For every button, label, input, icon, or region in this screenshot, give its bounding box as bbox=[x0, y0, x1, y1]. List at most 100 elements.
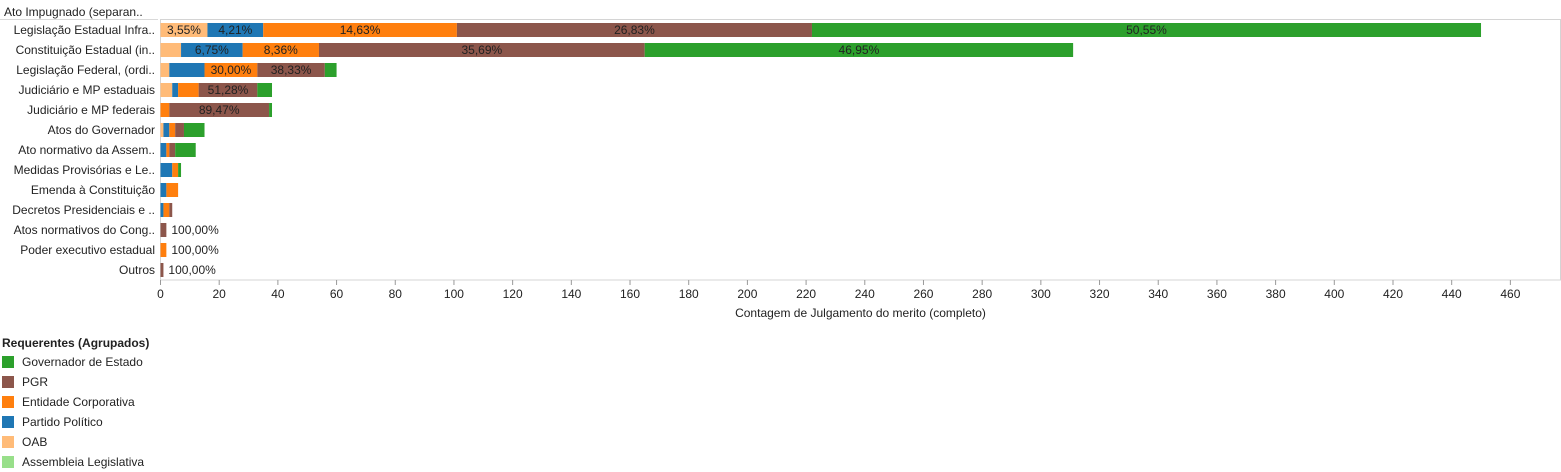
bar-segment-partido-politico-row-4 bbox=[172, 83, 179, 97]
bar-segment-entidade-corporativa-row-4 bbox=[178, 83, 199, 97]
data-label-3: 14,63% bbox=[340, 23, 381, 37]
legend-item-governador-de-estado[interactable]: Governador de Estado bbox=[2, 352, 149, 372]
bar-segment-governador-de-estado-row-5 bbox=[269, 103, 273, 117]
data-label-5: 50,55% bbox=[1126, 23, 1167, 37]
bar-segment-pgr-row-3 bbox=[257, 63, 325, 77]
bar-segment-entidade-corporativa-row-5 bbox=[160, 103, 170, 117]
bar-segment-pgr-row-10 bbox=[169, 203, 173, 217]
bar-segment-pgr-row-7 bbox=[169, 143, 176, 157]
x-axis-title: Contagem de Julgamento do merito (comple… bbox=[735, 306, 986, 320]
bar-segment-entidade-corporativa-row-3 bbox=[204, 63, 258, 77]
category-label-4: Judiciário e MP estaduais bbox=[18, 83, 155, 97]
bar-segment-governador-de-estado-row-8 bbox=[178, 163, 182, 177]
bar-segment-partido-politico-row-9 bbox=[160, 183, 167, 197]
x-tick-label-280: 280 bbox=[972, 287, 992, 301]
data-label-1: 3,55% bbox=[167, 23, 201, 37]
x-tick-label-360: 360 bbox=[1207, 287, 1227, 301]
x-tick-label-440: 440 bbox=[1442, 287, 1462, 301]
legend-item-oab[interactable]: OAB bbox=[2, 432, 149, 452]
legend-label-partido-politico: Partido Político bbox=[22, 415, 103, 429]
bar-segment-pgr-row-11 bbox=[160, 223, 167, 237]
category-label-9: Emenda à Constituição bbox=[31, 183, 155, 197]
bar-segment-oab-row-1 bbox=[160, 23, 208, 37]
bar-segment-oab-row-3 bbox=[160, 63, 170, 77]
x-tick-label-420: 420 bbox=[1383, 287, 1403, 301]
x-tick-label-100: 100 bbox=[444, 287, 464, 301]
bar-segment-entidade-corporativa-row-8 bbox=[172, 163, 179, 177]
bar-segment-governador-de-estado-row-7 bbox=[175, 143, 196, 157]
category-label-1: Legislação Estadual Infra.. bbox=[14, 23, 155, 37]
legend-swatch-assembleia-legislativa bbox=[2, 456, 14, 468]
legend-item-entidade-corporativa[interactable]: Entidade Corporativa bbox=[2, 392, 149, 412]
x-tick-label-120: 120 bbox=[503, 287, 523, 301]
x-tick-label-0: 0 bbox=[157, 287, 164, 301]
x-tick-label-380: 380 bbox=[1266, 287, 1286, 301]
plot-frame bbox=[160, 19, 1561, 281]
legend-label-entidade-corporativa: Entidade Corporativa bbox=[22, 395, 135, 409]
category-label-5: Judiciário e MP federais bbox=[27, 103, 155, 117]
bar-segment-oab-row-2 bbox=[160, 43, 182, 57]
bar-segment-entidade-corporativa-row-9 bbox=[166, 183, 179, 197]
x-tick-label-20: 20 bbox=[213, 287, 227, 301]
data-label-8: 35,69% bbox=[461, 43, 502, 57]
data-label-15: 100,00% bbox=[171, 243, 219, 257]
x-tick-label-400: 400 bbox=[1324, 287, 1344, 301]
bar-segment-governador-de-estado-row-4 bbox=[257, 83, 273, 97]
legend-label-pgr: PGR bbox=[22, 375, 49, 389]
data-label-14: 100,00% bbox=[171, 223, 219, 237]
category-label-6: Atos do Governador bbox=[48, 123, 155, 137]
data-label-12: 51,28% bbox=[208, 83, 249, 97]
legend-item-assembleia-legislativa[interactable]: Assembleia Legislativa bbox=[2, 452, 149, 472]
legend-swatch-pgr bbox=[2, 376, 14, 388]
x-tick-label-460: 460 bbox=[1500, 287, 1520, 301]
row-header-label: Ato Impugnado (separan.. bbox=[4, 5, 143, 19]
legend-item-partido-politico[interactable]: Partido Político bbox=[2, 412, 149, 432]
x-tick-label-340: 340 bbox=[1148, 287, 1168, 301]
stacked-bar-chart: Ato Impugnado (separan.. Legislação Esta… bbox=[0, 5, 1561, 320]
category-label-12: Poder executivo estadual bbox=[20, 243, 155, 257]
bar-segment-pgr-row-13 bbox=[160, 263, 164, 277]
bar-segment-governador-de-estado-row-6 bbox=[183, 123, 205, 137]
bar-segment-pgr-row-4 bbox=[198, 83, 258, 97]
data-label-9: 46,95% bbox=[839, 43, 880, 57]
data-label-6: 6,75% bbox=[195, 43, 229, 57]
bar-segment-pgr-row-2 bbox=[318, 43, 645, 57]
chart-legend: Requerentes (Agrupados) Governador de Es… bbox=[2, 335, 149, 472]
legend-item-pgr[interactable]: PGR bbox=[2, 372, 149, 392]
x-tick-label-160: 160 bbox=[620, 287, 640, 301]
legend-label-assembleia-legislativa: Assembleia Legislativa bbox=[22, 455, 145, 469]
bar-segment-partido-politico-row-10 bbox=[160, 203, 164, 217]
category-label-13: Outros bbox=[119, 263, 155, 277]
data-label-2: 4,21% bbox=[218, 23, 252, 37]
x-tick-label-140: 140 bbox=[561, 287, 581, 301]
x-tick-label-260: 260 bbox=[913, 287, 933, 301]
data-label-7: 8,36% bbox=[264, 43, 298, 57]
bar-segment-partido-politico-row-8 bbox=[160, 163, 173, 177]
x-tick-label-180: 180 bbox=[679, 287, 699, 301]
x-tick-label-200: 200 bbox=[737, 287, 757, 301]
bar-segment-governador-de-estado-row-3 bbox=[324, 63, 337, 77]
bar-segment-partido-politico-row-3 bbox=[169, 63, 205, 77]
x-tick-label-220: 220 bbox=[796, 287, 816, 301]
x-tick-label-240: 240 bbox=[855, 287, 875, 301]
bar-segment-entidade-corporativa-row-7 bbox=[166, 143, 170, 157]
category-label-7: Ato normativo da Assem.. bbox=[18, 143, 155, 157]
bar-segment-partido-politico-row-1 bbox=[207, 23, 264, 37]
data-label-11: 38,33% bbox=[271, 63, 312, 77]
bar-segment-entidade-corporativa-row-1 bbox=[263, 23, 457, 37]
bar-segment-partido-politico-row-2 bbox=[181, 43, 243, 57]
x-tick-label-40: 40 bbox=[271, 287, 285, 301]
category-label-10: Decretos Presidenciais e .. bbox=[12, 203, 155, 217]
legend-swatch-oab bbox=[2, 436, 14, 448]
bar-segment-pgr-row-1 bbox=[456, 23, 812, 37]
data-label-10: 30,00% bbox=[211, 63, 252, 77]
legend-swatch-governador-de-estado bbox=[2, 356, 14, 368]
bar-segment-oab-row-6 bbox=[160, 123, 164, 137]
legend-title: Requerentes (Agrupados) bbox=[2, 336, 150, 350]
category-label-3: Legislação Federal, (ordi.. bbox=[16, 63, 155, 77]
bar-segment-oab-row-4 bbox=[160, 83, 173, 97]
bar-segment-entidade-corporativa-row-2 bbox=[242, 43, 319, 57]
legend-label-oab: OAB bbox=[22, 435, 48, 449]
bar-segment-entidade-corporativa-row-12 bbox=[160, 243, 167, 257]
bar-segment-pgr-row-6 bbox=[175, 123, 184, 137]
